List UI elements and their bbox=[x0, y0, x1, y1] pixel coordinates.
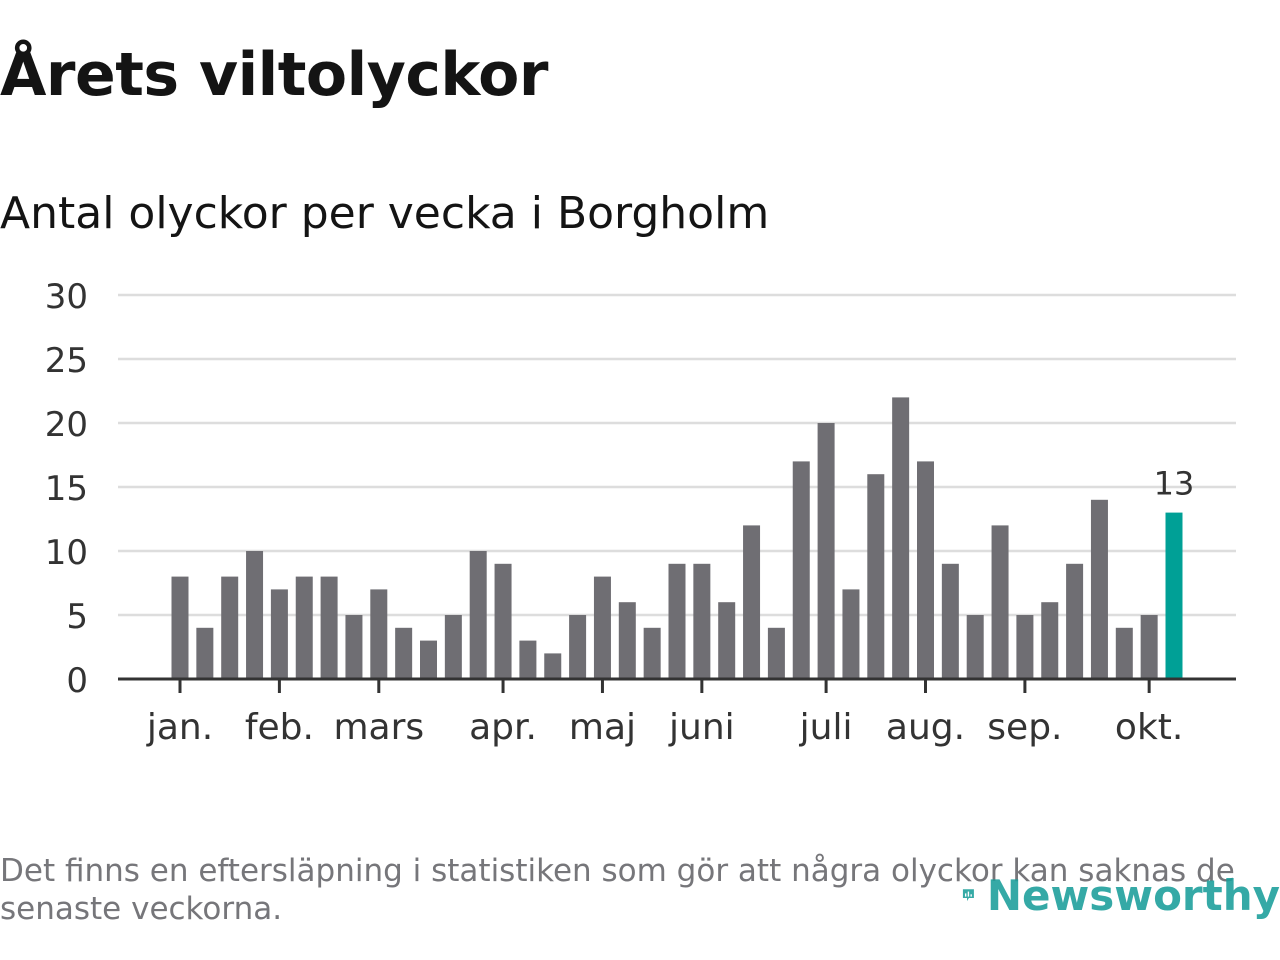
bar bbox=[892, 397, 910, 679]
bar bbox=[221, 576, 239, 679]
bar bbox=[1041, 602, 1059, 679]
y-axis-ticks: 0 5 10 15 20 25 30 bbox=[45, 277, 88, 701]
chart-subtitle: Antal olyckor per vecka i Borgholm bbox=[0, 188, 770, 239]
brand-name: Newsworthy bbox=[986, 870, 1280, 920]
bar bbox=[693, 563, 711, 679]
bar bbox=[246, 551, 264, 679]
footnote: Det finns en eftersläpning i statistiken… bbox=[0, 853, 1235, 927]
bar bbox=[668, 563, 686, 679]
bar bbox=[519, 640, 537, 679]
bar bbox=[196, 627, 214, 679]
bar bbox=[1115, 627, 1133, 679]
bar bbox=[295, 576, 313, 679]
chart-title: Årets viltolyckor bbox=[0, 40, 549, 110]
x-tick-label: aug. bbox=[886, 707, 965, 748]
bar bbox=[1140, 615, 1158, 679]
bar bbox=[569, 615, 587, 679]
bar bbox=[618, 602, 636, 679]
y-tick-label: 0 bbox=[66, 661, 88, 701]
bar bbox=[270, 589, 288, 679]
x-tick-label: maj bbox=[569, 707, 636, 748]
x-tick-label: sep. bbox=[987, 707, 1062, 748]
y-tick-label: 5 bbox=[66, 597, 88, 637]
bar bbox=[1090, 499, 1108, 679]
y-tick-label: 10 bbox=[45, 533, 88, 573]
x-tick-label: mars bbox=[333, 707, 424, 748]
bar bbox=[718, 602, 736, 679]
bar bbox=[1016, 615, 1034, 679]
x-tick-label: juli bbox=[799, 707, 853, 748]
bar bbox=[395, 627, 413, 679]
bar bbox=[494, 563, 512, 679]
bar bbox=[917, 461, 934, 679]
bar bbox=[544, 653, 562, 679]
y-tick-label: 30 bbox=[45, 277, 88, 317]
bar bbox=[1066, 563, 1084, 679]
x-tick-label: jan. bbox=[146, 707, 213, 748]
bar bbox=[370, 589, 388, 679]
bar bbox=[171, 576, 189, 679]
bar bbox=[643, 627, 661, 679]
x-tick-label: apr. bbox=[469, 707, 537, 748]
bar bbox=[767, 627, 785, 679]
bar bbox=[991, 525, 1009, 679]
bar bbox=[743, 525, 761, 679]
bar bbox=[320, 576, 338, 679]
x-tick-label: feb. bbox=[245, 707, 314, 748]
bar bbox=[469, 551, 487, 679]
y-tick-label: 25 bbox=[45, 341, 88, 381]
x-tick-label: okt. bbox=[1115, 707, 1183, 748]
highlight-value-label: 13 bbox=[1154, 465, 1195, 503]
data-labels: 13 bbox=[1154, 465, 1195, 503]
x-tick-label: juni bbox=[668, 707, 735, 748]
bar bbox=[867, 474, 885, 679]
bar bbox=[593, 576, 611, 679]
bar bbox=[345, 615, 363, 679]
bar-chart: 0 5 10 15 20 25 30 jan. feb. mars apr. maj juni juli… bbox=[45, 277, 1236, 748]
bar bbox=[966, 615, 984, 679]
brand-logo: Newsworthy bbox=[962, 860, 1280, 930]
bar-highlight bbox=[1165, 512, 1183, 679]
y-tick-label: 15 bbox=[45, 469, 88, 509]
bar bbox=[420, 640, 437, 679]
bars bbox=[171, 397, 1183, 679]
y-tick-label: 20 bbox=[45, 405, 88, 445]
bar bbox=[817, 423, 835, 679]
bar bbox=[444, 615, 462, 679]
newsworthy-logo-icon bbox=[962, 889, 974, 902]
bar bbox=[792, 461, 810, 679]
x-axis-ticks: jan. feb. mars apr. maj juni juli aug. sep. okt. bbox=[146, 679, 1183, 748]
bar bbox=[842, 589, 860, 679]
bar bbox=[941, 563, 959, 679]
